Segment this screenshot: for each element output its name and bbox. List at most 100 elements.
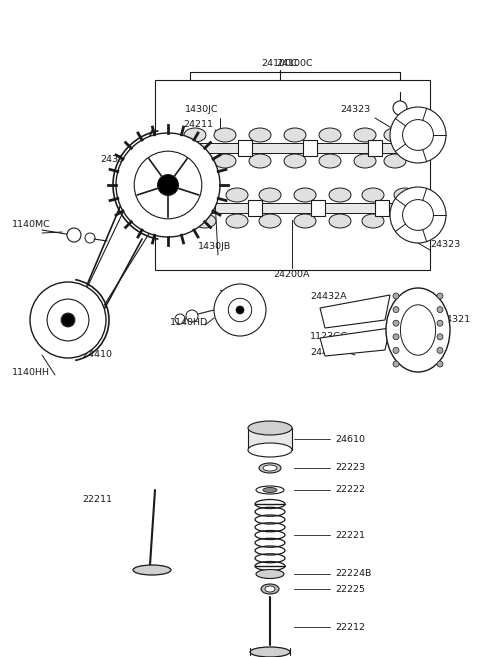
Circle shape [437, 307, 443, 313]
Text: 1430JB: 1430JB [198, 242, 231, 251]
FancyBboxPatch shape [185, 203, 415, 213]
FancyBboxPatch shape [175, 143, 410, 153]
Circle shape [393, 293, 399, 299]
Ellipse shape [263, 465, 277, 471]
Ellipse shape [284, 128, 306, 142]
Text: 24432A: 24432A [310, 292, 347, 301]
Ellipse shape [214, 154, 236, 168]
Circle shape [236, 306, 244, 314]
Text: 22221: 22221 [335, 530, 365, 539]
FancyBboxPatch shape [401, 140, 415, 156]
Circle shape [403, 120, 433, 150]
Circle shape [437, 320, 443, 326]
Ellipse shape [249, 128, 271, 142]
Ellipse shape [259, 188, 281, 202]
Ellipse shape [329, 214, 351, 228]
Text: 24100C: 24100C [276, 59, 313, 68]
Ellipse shape [263, 487, 277, 493]
FancyBboxPatch shape [311, 200, 325, 216]
FancyBboxPatch shape [406, 200, 420, 216]
Text: 24323: 24323 [430, 240, 460, 249]
Circle shape [175, 314, 185, 324]
Ellipse shape [194, 214, 216, 228]
Circle shape [157, 175, 179, 195]
Circle shape [214, 284, 266, 336]
Circle shape [85, 233, 95, 243]
Circle shape [393, 307, 399, 313]
Ellipse shape [259, 463, 281, 473]
Text: 24810A: 24810A [218, 290, 254, 299]
FancyBboxPatch shape [303, 140, 317, 156]
Ellipse shape [294, 214, 316, 228]
Circle shape [437, 348, 443, 353]
Ellipse shape [184, 154, 206, 168]
Ellipse shape [249, 154, 271, 168]
Text: 1140MC: 1140MC [12, 220, 51, 229]
Ellipse shape [248, 443, 292, 457]
Circle shape [362, 332, 374, 344]
Ellipse shape [384, 154, 406, 168]
Text: 1140HD: 1140HD [170, 318, 208, 327]
FancyBboxPatch shape [185, 200, 199, 216]
FancyBboxPatch shape [173, 140, 187, 156]
Ellipse shape [226, 214, 248, 228]
Circle shape [393, 348, 399, 353]
Ellipse shape [354, 154, 376, 168]
Ellipse shape [394, 214, 416, 228]
Circle shape [437, 334, 443, 340]
Ellipse shape [386, 288, 450, 372]
Ellipse shape [226, 188, 248, 202]
Circle shape [186, 310, 198, 322]
Circle shape [390, 107, 446, 163]
Circle shape [393, 101, 407, 115]
Ellipse shape [248, 421, 292, 435]
Circle shape [47, 299, 89, 341]
Text: 1123GG: 1123GG [310, 332, 348, 341]
Text: 22211: 22211 [82, 495, 112, 504]
Circle shape [403, 200, 433, 231]
Circle shape [393, 361, 399, 367]
Circle shape [61, 313, 75, 327]
Circle shape [67, 228, 81, 242]
Text: 24211: 24211 [183, 120, 213, 129]
FancyBboxPatch shape [375, 200, 389, 216]
Text: 24610: 24610 [335, 434, 365, 443]
Circle shape [30, 282, 106, 358]
Ellipse shape [194, 188, 216, 202]
Ellipse shape [319, 154, 341, 168]
Text: 24321: 24321 [440, 315, 470, 324]
Ellipse shape [184, 128, 206, 142]
FancyBboxPatch shape [248, 428, 292, 450]
Text: 24312: 24312 [100, 155, 130, 164]
Ellipse shape [259, 214, 281, 228]
Polygon shape [320, 328, 390, 356]
Ellipse shape [319, 128, 341, 142]
Ellipse shape [400, 305, 436, 355]
Polygon shape [320, 295, 390, 328]
Ellipse shape [362, 188, 384, 202]
Circle shape [437, 361, 443, 367]
Ellipse shape [256, 570, 284, 579]
Text: 22224B: 22224B [335, 570, 372, 579]
Circle shape [116, 133, 220, 237]
Circle shape [437, 293, 443, 299]
Circle shape [228, 298, 252, 322]
Ellipse shape [261, 584, 279, 594]
Ellipse shape [394, 188, 416, 202]
Ellipse shape [284, 154, 306, 168]
Circle shape [134, 151, 202, 219]
Text: 22223: 22223 [335, 463, 365, 472]
Ellipse shape [354, 128, 376, 142]
Circle shape [393, 320, 399, 326]
Text: 24100C: 24100C [262, 59, 298, 68]
Ellipse shape [256, 486, 284, 494]
Text: 24410: 24410 [82, 350, 112, 359]
Ellipse shape [250, 647, 290, 657]
FancyBboxPatch shape [368, 140, 382, 156]
Text: 2443·B: 2443·B [310, 348, 344, 357]
Ellipse shape [265, 586, 275, 592]
Text: 1430JC: 1430JC [185, 105, 218, 114]
Text: 1140HH: 1140HH [12, 368, 50, 377]
Ellipse shape [294, 188, 316, 202]
Ellipse shape [362, 214, 384, 228]
